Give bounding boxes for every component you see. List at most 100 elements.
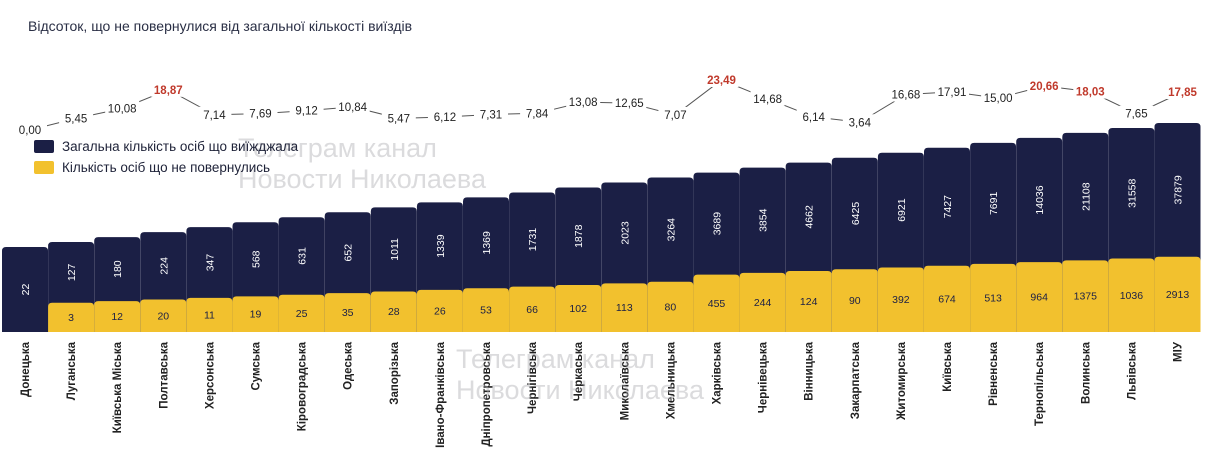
bar-label-total: 1878: [573, 224, 585, 248]
percent-label-bg: [427, 108, 462, 124]
percent-label: 5,45: [65, 113, 87, 125]
bar-not-returned: [877, 267, 924, 332]
percent-label: 7,65: [1125, 109, 1147, 121]
percent-label: 6,12: [434, 112, 456, 124]
percent-label: 13,08: [569, 97, 598, 109]
percent-label: 17,85: [1168, 87, 1197, 99]
bar-label-not-returned: 2913: [1166, 289, 1190, 301]
percent-label: 10,84: [338, 102, 367, 114]
bar-not-returned: [970, 263, 1017, 332]
percent-label: 3,64: [849, 117, 872, 129]
percent-label-bg: [888, 86, 923, 102]
bar-label-not-returned: 26: [434, 305, 446, 317]
bar-label-not-returned: 66: [526, 304, 538, 316]
category-label: Полтавська: [158, 341, 170, 408]
category-label: Львівська: [1126, 341, 1138, 399]
bar-label-not-returned: 11: [204, 309, 215, 321]
bar-label-total: 180: [112, 260, 124, 278]
category-label: Миколаївська: [619, 341, 631, 420]
percent-label-bg: [750, 90, 785, 106]
category-label: Луганська: [66, 341, 78, 400]
bar-label-total: 2023: [619, 221, 631, 245]
category-label: Житомирська: [896, 341, 908, 421]
bar-not-returned: [140, 299, 187, 332]
bar-not-returned: [831, 269, 878, 332]
bar-label-total: 6921: [896, 198, 908, 222]
bar-label-not-returned: 1375: [1074, 291, 1098, 303]
bar-label-total: 652: [343, 244, 355, 262]
bar-not-returned: [463, 288, 509, 332]
bar-label-not-returned: 12: [111, 311, 123, 323]
percent-label-bg: [105, 100, 140, 116]
percent-label-bg: [243, 105, 278, 121]
bar-label-total: 3264: [665, 218, 677, 242]
percent-label-bg: [981, 90, 1016, 106]
percent-label: 14,68: [753, 94, 782, 106]
bar-label-total: 631: [297, 247, 309, 265]
legend-item-not-returned: Кількість осіб що не повернулись: [34, 157, 298, 178]
bar-label-total: 1731: [527, 228, 539, 252]
percent-label-bg: [474, 106, 508, 122]
bar-label-total: 6425: [850, 202, 862, 226]
bar-label-total: 14036: [1034, 185, 1046, 214]
bar-label-not-returned: 102: [569, 303, 587, 315]
bar-label-not-returned: 53: [480, 305, 492, 317]
percent-label: 7,31: [480, 109, 502, 121]
percent-label-bg: [59, 110, 94, 126]
bar-label-not-returned: 19: [250, 309, 262, 321]
bar-label-total: 7427: [942, 195, 954, 219]
bar-not-returned: [48, 302, 95, 332]
bar-label-total: 347: [204, 254, 216, 272]
category-label: Харківська: [712, 341, 724, 404]
category-label: Одеська: [343, 341, 355, 389]
bar-not-returned: [693, 274, 740, 332]
bar-not-returned: [324, 293, 371, 332]
percent-label: 7,69: [249, 109, 271, 121]
category-label: Черкаська: [573, 341, 585, 401]
category-label: Хмельницька: [665, 341, 677, 419]
percent-label: 17,91: [938, 87, 967, 99]
bar-label-total: 1339: [435, 234, 447, 258]
category-label: Івано-Франківська: [435, 341, 447, 447]
percent-label-bg: [935, 83, 969, 99]
bar-label-total: 21108: [1080, 182, 1092, 211]
legend-item-total: Загальна кількість осіб що виїжджала: [34, 136, 298, 157]
percent-label: 18,87: [154, 85, 183, 97]
percent-label-bg: [1027, 78, 1062, 94]
bar-not-returned: [739, 272, 786, 332]
percent-label-bg: [566, 94, 601, 110]
percent-label: 9,12: [295, 106, 317, 118]
percent-label: 7,07: [664, 110, 686, 122]
legend-swatch-not-returned: [34, 161, 54, 174]
percent-label-bg: [842, 114, 877, 130]
bar-label-total: 224: [158, 257, 170, 275]
bar-label-total: 1011: [389, 238, 401, 261]
bar-not-returned: [94, 301, 141, 332]
bar-label-not-returned: 1036: [1120, 290, 1144, 302]
bar-not-returned: [924, 265, 970, 332]
chart-title: Відсоток, що не повернулися від загально…: [28, 18, 413, 34]
percent-label-bg: [381, 110, 416, 126]
bar-not-returned: [647, 281, 694, 332]
percent-label-bg: [704, 72, 739, 87]
category-label: Дніпропетровська: [481, 341, 493, 446]
category-label: Донецька: [20, 341, 32, 397]
bar-label-not-returned: 113: [616, 302, 633, 314]
bar-label-not-returned: 513: [984, 292, 1002, 304]
category-label: Вінницька: [804, 341, 816, 400]
category-label: Тернопільська: [1034, 341, 1046, 426]
percent-label-bg: [1073, 83, 1108, 99]
bar-label-not-returned: 35: [342, 307, 354, 319]
bar-label-total: 31558: [1126, 178, 1138, 207]
bar-not-returned: [232, 296, 279, 332]
bar-label-not-returned: 455: [708, 298, 726, 310]
bar-label-total: 3854: [758, 208, 770, 232]
category-label: Рівненська: [988, 341, 1000, 405]
percent-label: 7,84: [526, 108, 549, 120]
category-label: Чернігівська: [527, 341, 539, 414]
legend-swatch-total: [34, 140, 54, 153]
bar-label-total: 127: [66, 263, 78, 281]
percent-label: 7,14: [203, 110, 226, 122]
